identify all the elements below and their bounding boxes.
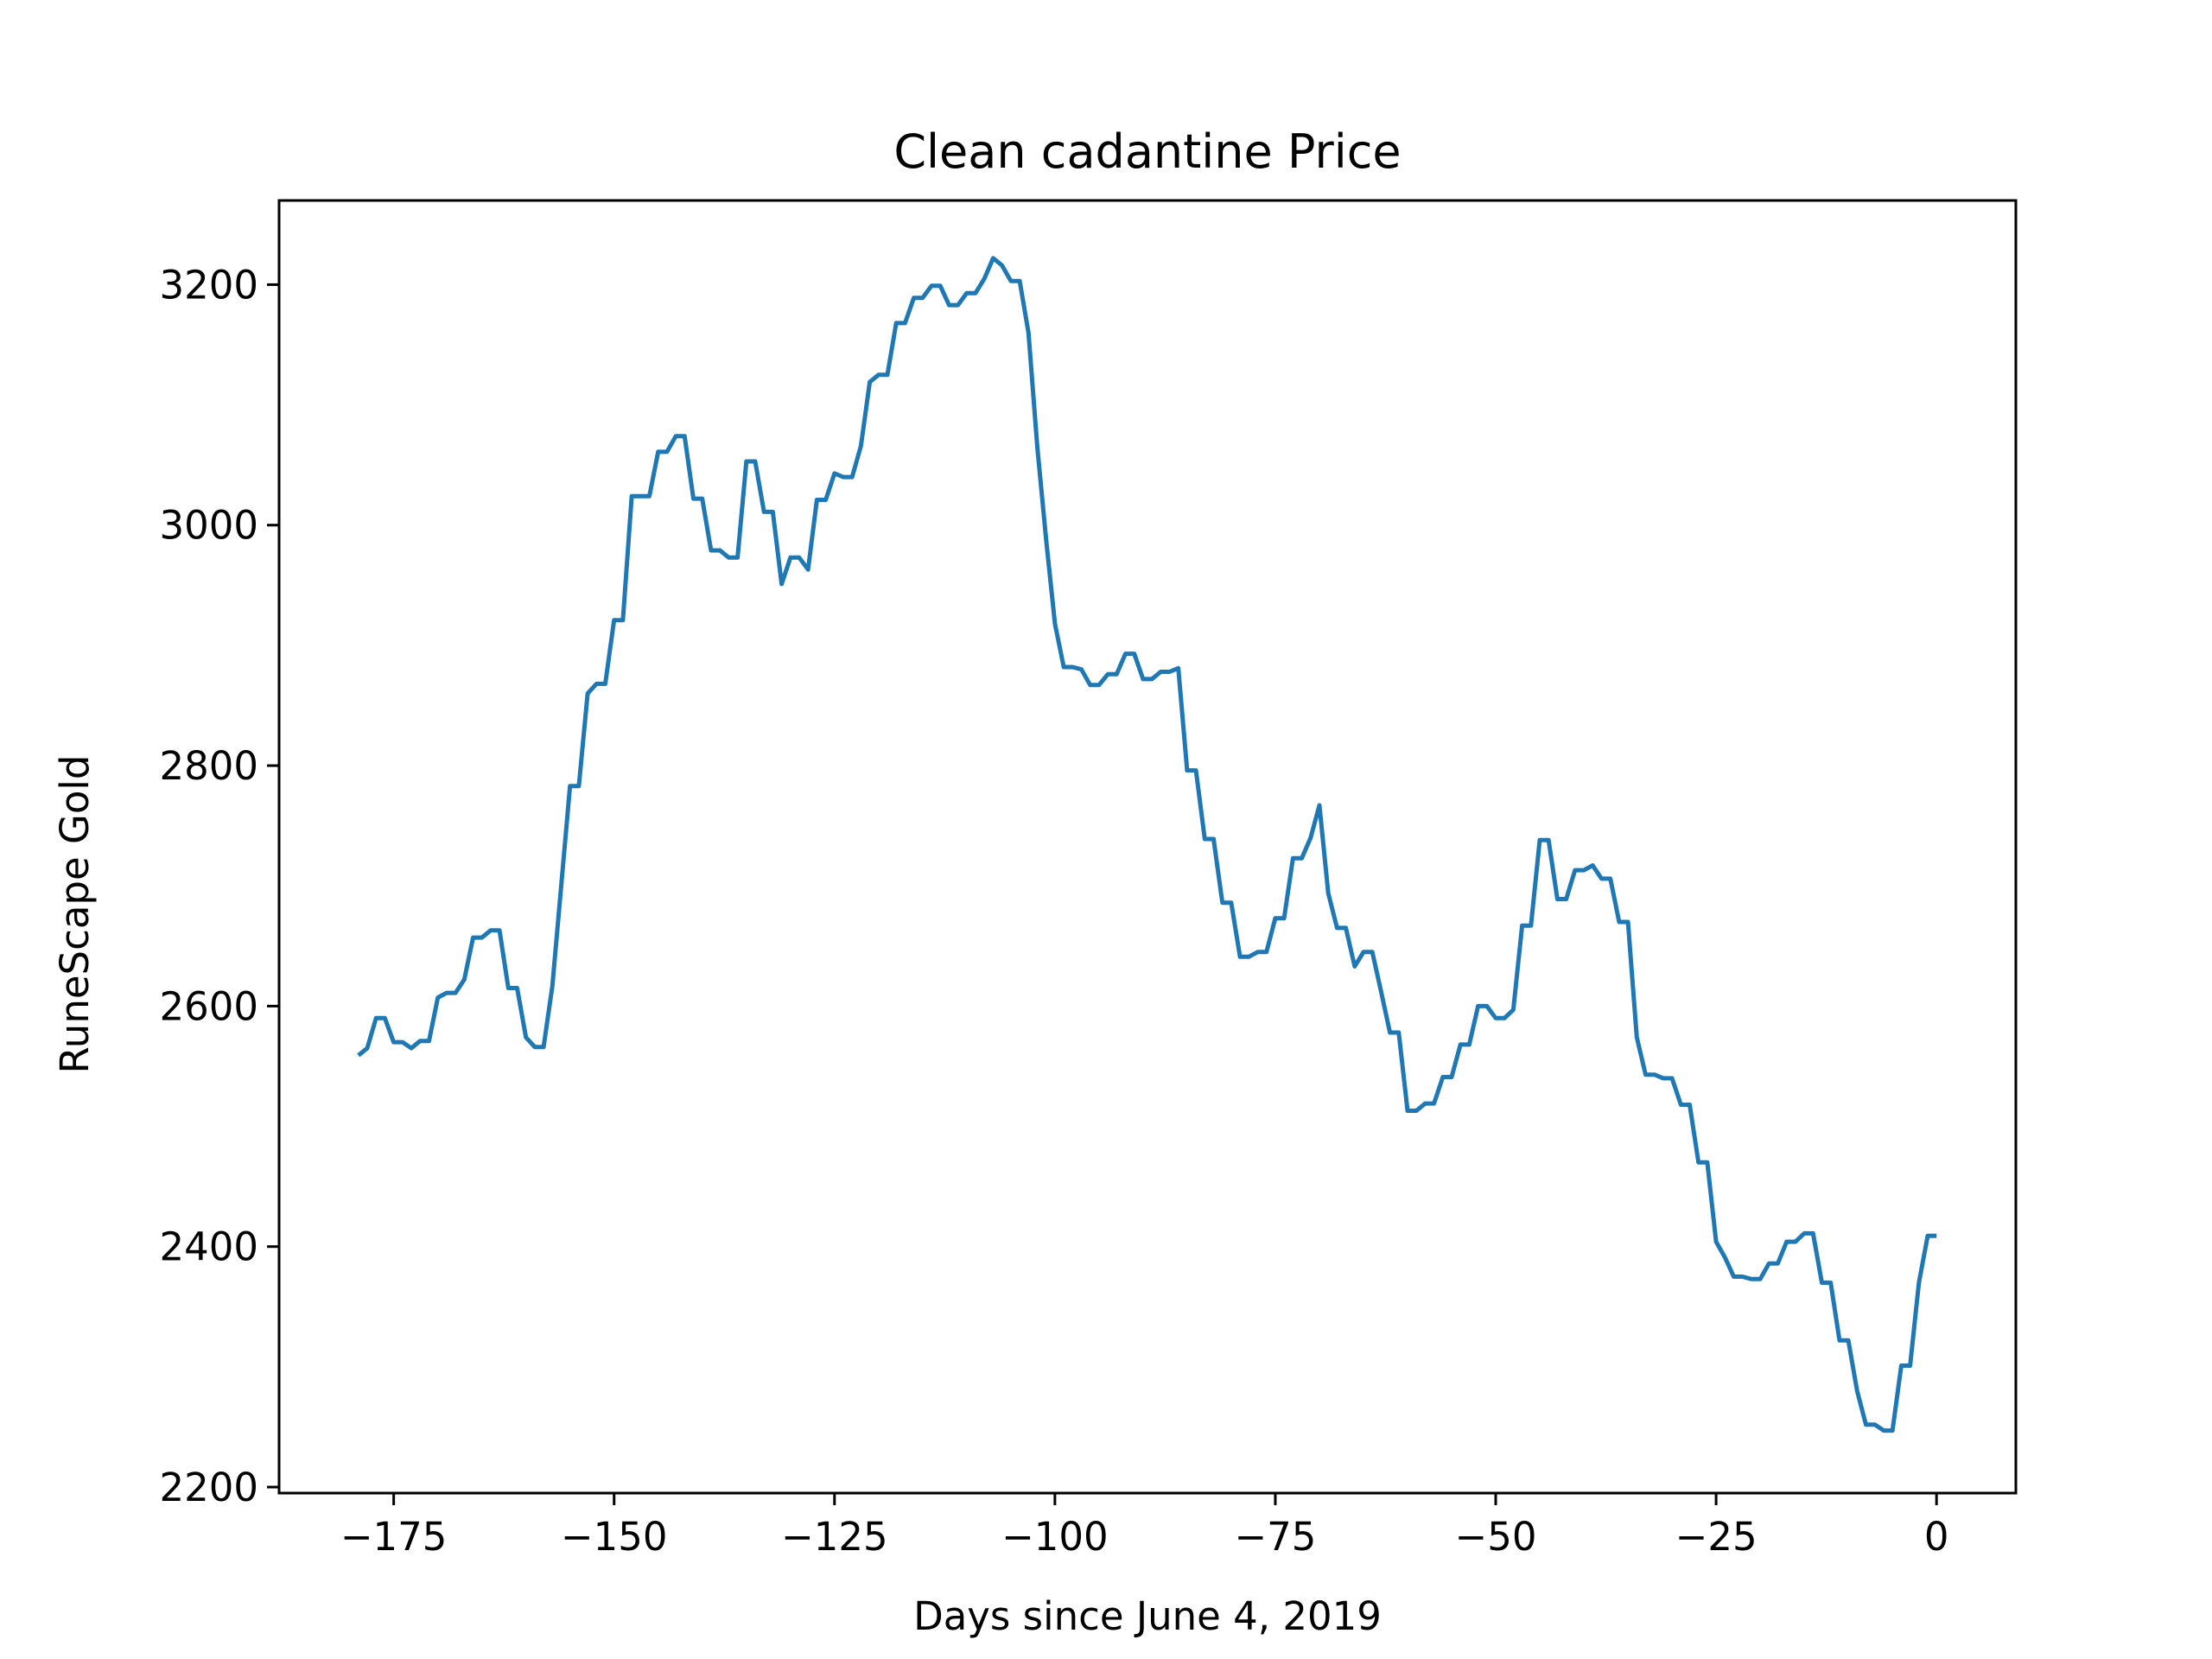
y-tick-label: 2400: [159, 1224, 258, 1270]
x-tick-label: −75: [1234, 1514, 1316, 1560]
y-tick-label: 2800: [159, 743, 258, 789]
plot-frame: [277, 199, 2018, 1495]
x-tick-label: −125: [781, 1514, 888, 1560]
x-tick-label: −50: [1455, 1514, 1537, 1560]
y-tick-label: 3200: [159, 262, 258, 308]
y-tick-label: 3000: [159, 503, 258, 549]
x-axis-label: Days since June 4, 2019: [913, 1593, 1382, 1639]
y-axis: 2200 2400 2600 2800 3000 3200: [159, 262, 279, 1510]
plot-area: [357, 256, 1937, 1433]
y-axis-label: RuneScape Gold: [52, 755, 98, 1074]
x-tick-label: −150: [561, 1514, 668, 1560]
y-tick-label: 2200: [159, 1465, 258, 1510]
x-tick-label: 0: [1924, 1514, 1949, 1560]
x-tick-label: −100: [1001, 1514, 1109, 1560]
x-tick-label: −175: [340, 1514, 448, 1560]
y-tick-label: 2600: [159, 983, 258, 1029]
price-series-line: [357, 256, 1937, 1433]
x-tick-label: −25: [1675, 1514, 1758, 1560]
chart-title: Clean cadantine Price: [893, 124, 1401, 179]
x-axis: −175 −150 −125 −100 −75 −50 −25 0: [340, 1493, 1949, 1560]
